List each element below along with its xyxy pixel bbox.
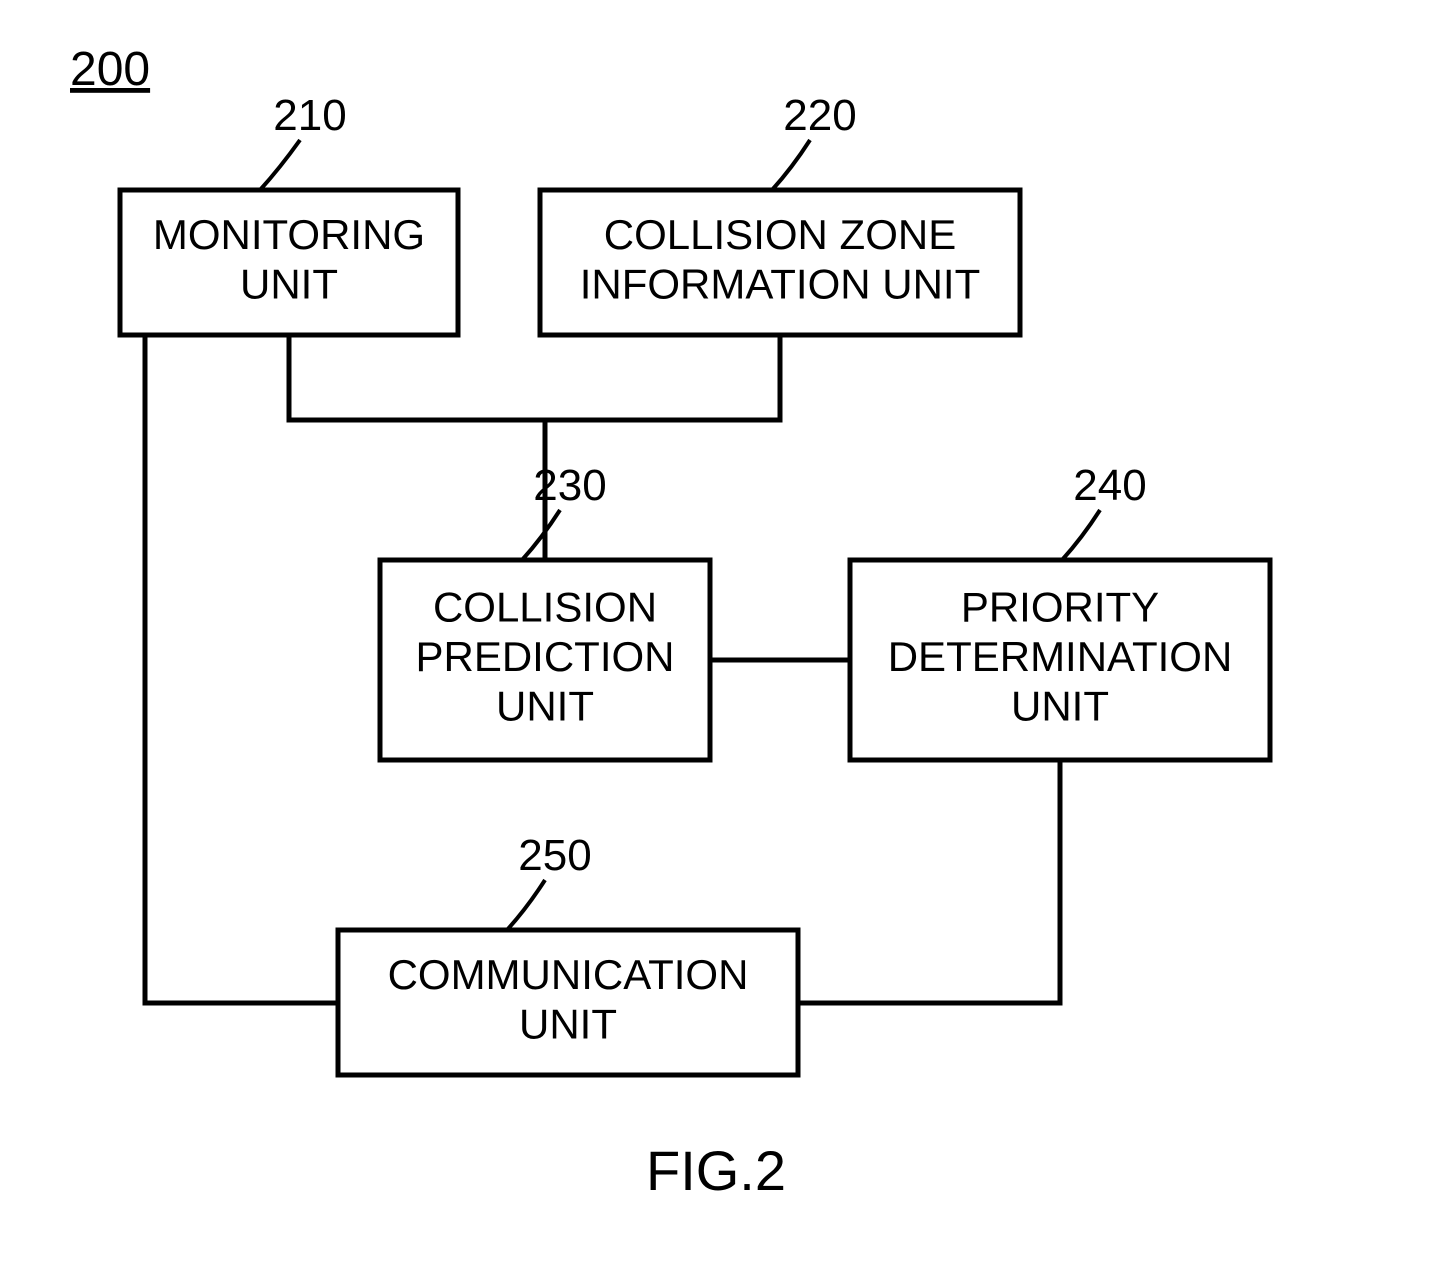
- node-n230-ref: 230: [533, 461, 606, 510]
- node-n250-label-line-1: UNIT: [519, 1000, 617, 1047]
- node-n230-label-line-2: UNIT: [496, 683, 594, 730]
- node-n240-label-line-1: DETERMINATION: [888, 633, 1233, 680]
- node-n250-label-line-0: COMMUNICATION: [388, 951, 749, 998]
- node-n240-label-line-2: UNIT: [1011, 683, 1109, 730]
- node-n210-label-line-1: UNIT: [240, 260, 338, 307]
- node-n230-label-line-1: PREDICTION: [415, 633, 674, 680]
- node-n240-ref: 240: [1073, 461, 1146, 510]
- node-n210-ref: 210: [273, 91, 346, 140]
- figure-ref: 200: [70, 43, 150, 96]
- figure-caption: FIG.2: [646, 1139, 786, 1202]
- node-n210-label-line-0: MONITORING: [153, 211, 425, 258]
- node-n220-label-line-1: INFORMATION UNIT: [580, 260, 981, 307]
- node-n220-label-line-0: COLLISION ZONE: [604, 211, 956, 258]
- node-n250-ref: 250: [518, 831, 591, 880]
- node-n240-label-line-0: PRIORITY: [961, 584, 1159, 631]
- node-n230-label-line-0: COLLISION: [433, 584, 657, 631]
- node-n220-ref: 220: [783, 91, 856, 140]
